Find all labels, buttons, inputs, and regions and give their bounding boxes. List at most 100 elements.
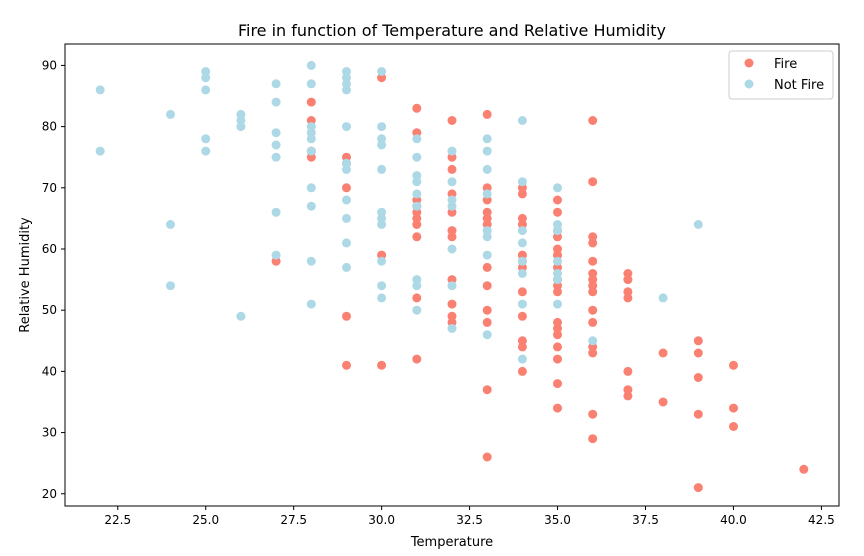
data-point	[517, 116, 527, 125]
data-point	[342, 262, 351, 272]
data-point	[517, 238, 527, 248]
data-point	[271, 128, 281, 138]
x-axis-label: Temperature	[410, 535, 493, 550]
data-point	[517, 342, 527, 352]
data-point	[342, 67, 351, 76]
y-tick-label: 60	[42, 242, 57, 256]
data-point	[377, 164, 387, 174]
data-point	[553, 324, 562, 333]
data-point	[271, 140, 281, 150]
data-point	[447, 232, 457, 242]
data-point	[517, 177, 527, 187]
data-point	[342, 164, 351, 174]
data-point	[553, 354, 562, 364]
x-tick-label: 32.5	[456, 513, 483, 527]
data-point	[588, 336, 598, 346]
x-tick-label: 25.0	[192, 513, 219, 527]
data-point	[588, 177, 598, 187]
data-point	[377, 281, 387, 291]
data-point	[447, 164, 457, 174]
data-point	[201, 85, 211, 95]
y-tick-label: 80	[42, 120, 57, 134]
data-point	[447, 116, 457, 125]
data-point	[482, 232, 492, 242]
data-point	[306, 256, 316, 266]
data-point	[482, 189, 492, 199]
data-point	[588, 434, 598, 444]
data-point	[482, 146, 492, 156]
y-axis-label: Relative Humidity	[18, 217, 33, 333]
data-point	[553, 226, 562, 236]
data-point	[517, 256, 527, 266]
data-point	[412, 281, 422, 291]
data-point	[729, 360, 738, 370]
legend-box	[728, 50, 834, 100]
data-point	[623, 293, 633, 303]
data-point	[482, 452, 492, 462]
data-point	[377, 134, 387, 144]
data-point	[201, 134, 211, 144]
y-axis: 20 30 40 50 60 70 80 90	[42, 58, 65, 501]
x-tick-label: 22.5	[104, 513, 131, 527]
data-point	[658, 348, 668, 358]
x-axis: 22.5 25.0 27.5 30.0 32.5 35.0 37.5 40.0 42.5	[104, 506, 835, 527]
x-tick-label: 27.5	[280, 513, 307, 527]
data-point	[517, 189, 527, 199]
data-point	[271, 97, 281, 107]
data-point	[553, 299, 562, 309]
data-point	[306, 79, 316, 89]
data-point	[306, 134, 316, 144]
data-point	[447, 226, 457, 236]
data-point	[377, 293, 387, 303]
y-tick-label: 40	[42, 364, 57, 378]
data-point	[236, 122, 246, 132]
data-point	[95, 146, 105, 156]
data-point	[377, 67, 387, 76]
data-point	[482, 317, 492, 327]
data-point	[482, 250, 492, 260]
y-tick-label: 90	[42, 58, 57, 72]
data-point	[377, 73, 387, 83]
legend: Fire Not Fire	[728, 50, 834, 100]
data-point	[412, 232, 422, 242]
data-point	[447, 299, 457, 309]
data-point	[412, 293, 422, 303]
data-point	[377, 360, 387, 370]
data-point	[623, 391, 633, 401]
data-point	[412, 177, 422, 187]
y-tick-label: 30	[42, 426, 57, 440]
data-point	[271, 152, 281, 162]
data-point	[447, 281, 457, 291]
data-point	[377, 256, 387, 266]
x-tick-label: 35.0	[544, 513, 571, 527]
data-point	[588, 238, 598, 248]
data-point	[799, 464, 809, 474]
data-point	[588, 287, 598, 297]
data-point	[306, 201, 316, 211]
legend-label: Fire	[774, 57, 797, 72]
data-point	[553, 379, 562, 389]
data-point	[306, 146, 316, 156]
data-point	[693, 483, 703, 493]
data-point	[412, 189, 422, 199]
data-point	[447, 244, 457, 254]
plot-frame	[64, 43, 840, 507]
data-point	[693, 373, 703, 382]
data-point	[588, 409, 598, 419]
legend-label: Not Fire	[774, 78, 824, 93]
data-point	[377, 122, 387, 132]
data-point	[166, 220, 175, 229]
data-point	[693, 336, 703, 346]
y-tick-label: 20	[42, 487, 57, 501]
data-point	[623, 275, 633, 285]
data-point	[693, 409, 703, 419]
data-point	[271, 250, 281, 260]
data-point	[342, 195, 351, 205]
x-tick-label: 30.0	[368, 513, 395, 527]
data-point	[412, 201, 422, 211]
data-point	[517, 226, 527, 236]
data-point	[201, 146, 211, 156]
data-point	[693, 220, 703, 229]
data-point	[412, 220, 422, 229]
